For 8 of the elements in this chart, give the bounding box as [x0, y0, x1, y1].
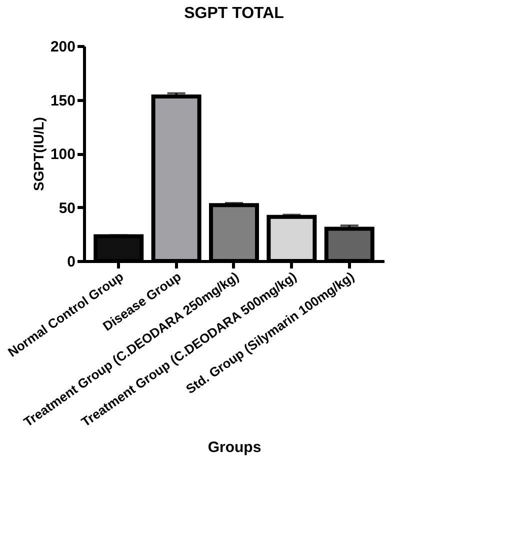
y-tick-label: 100: [50, 146, 76, 163]
y-tick-label: 200: [50, 38, 76, 56]
y-tick-label: 150: [50, 92, 76, 110]
x-axis-title: Groups: [208, 438, 262, 456]
chart-title: SGPT TOTAL: [184, 5, 284, 22]
y-axis-title: SGPT(IU/L): [30, 117, 46, 191]
y-tick-label: 50: [58, 200, 76, 217]
y-tick-label: 0: [67, 254, 76, 270]
